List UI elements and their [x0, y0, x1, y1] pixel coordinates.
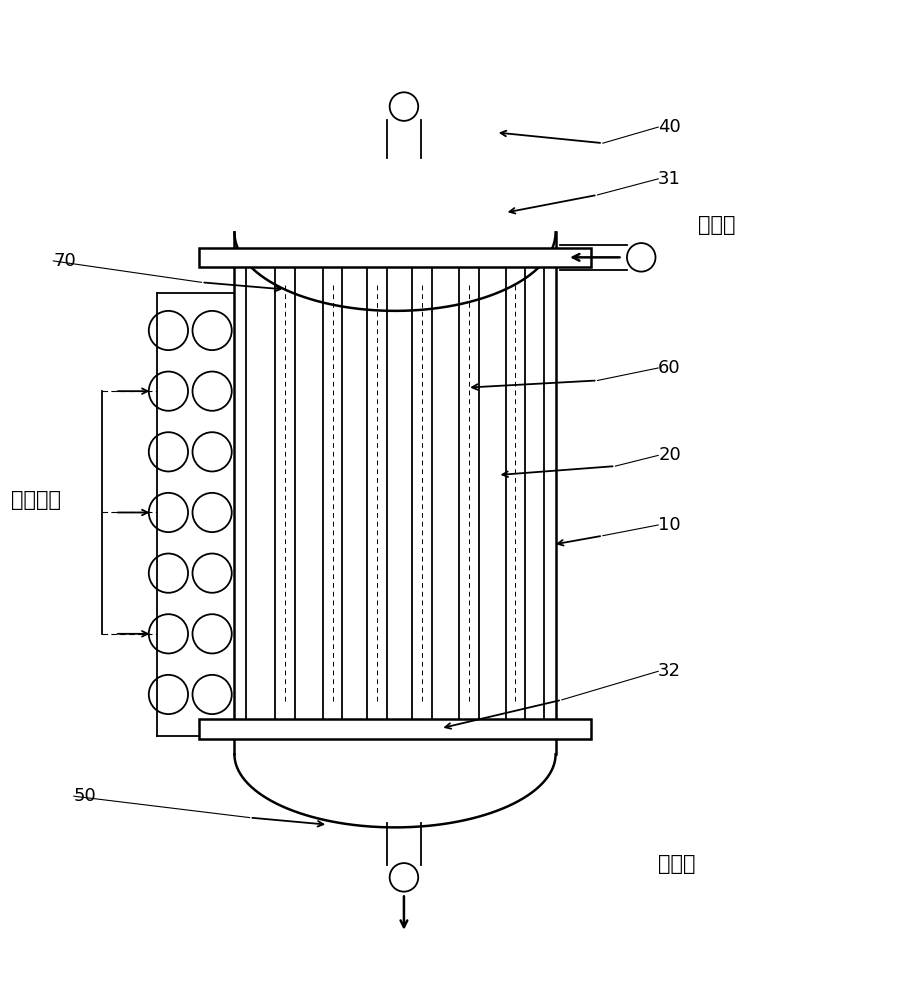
- Text: 31: 31: [658, 170, 681, 188]
- Text: 50: 50: [74, 787, 97, 805]
- Text: 20: 20: [658, 446, 681, 464]
- Text: 稀溶液: 稀溶液: [658, 854, 696, 874]
- Text: 60: 60: [658, 359, 680, 377]
- Text: 10: 10: [658, 516, 680, 534]
- Text: 32: 32: [658, 662, 681, 680]
- Bar: [198, 248, 592, 267]
- Text: 40: 40: [658, 118, 681, 136]
- Bar: [198, 719, 592, 739]
- Text: 70: 70: [53, 252, 76, 270]
- Text: 浓溶液: 浓溶液: [699, 215, 736, 235]
- Text: 冷剂蔯汽: 冷剂蔯汽: [12, 490, 62, 510]
